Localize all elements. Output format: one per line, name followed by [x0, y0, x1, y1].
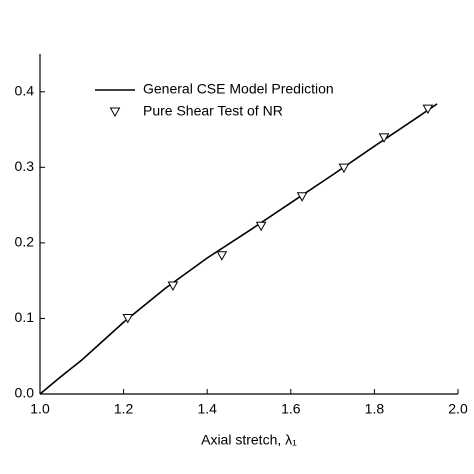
x-tick-label: 1.2	[114, 401, 134, 417]
x-tick-label: 1.6	[281, 401, 301, 417]
x-tick-label: 1.0	[30, 401, 50, 417]
marker	[167, 281, 179, 291]
x-tick-label: 1.4	[197, 401, 217, 417]
marker	[338, 163, 350, 174]
y-tick-label: 0.0	[15, 385, 35, 401]
y-tick-label: 0.4	[15, 82, 35, 98]
marker	[216, 251, 228, 261]
line	[39, 103, 438, 395]
x-tick-label: 1.8	[365, 401, 385, 417]
y-tick-label: 0.2	[15, 234, 35, 250]
marker	[255, 221, 267, 232]
y-tick-label: 0.3	[15, 158, 35, 174]
y-tick-label: 0.1	[15, 309, 35, 325]
marker	[122, 313, 134, 324]
marker	[378, 133, 390, 143]
marker	[296, 192, 308, 202]
legend-label: General CSE Model Prediction	[143, 81, 334, 97]
x-axis-label: Axial stretch, λ₁	[201, 432, 297, 448]
marker	[422, 104, 434, 115]
legend-marker	[109, 107, 121, 118]
legend-label: Pure Shear Test of NR	[143, 103, 283, 119]
x-tick-label: 2.0	[448, 401, 468, 417]
